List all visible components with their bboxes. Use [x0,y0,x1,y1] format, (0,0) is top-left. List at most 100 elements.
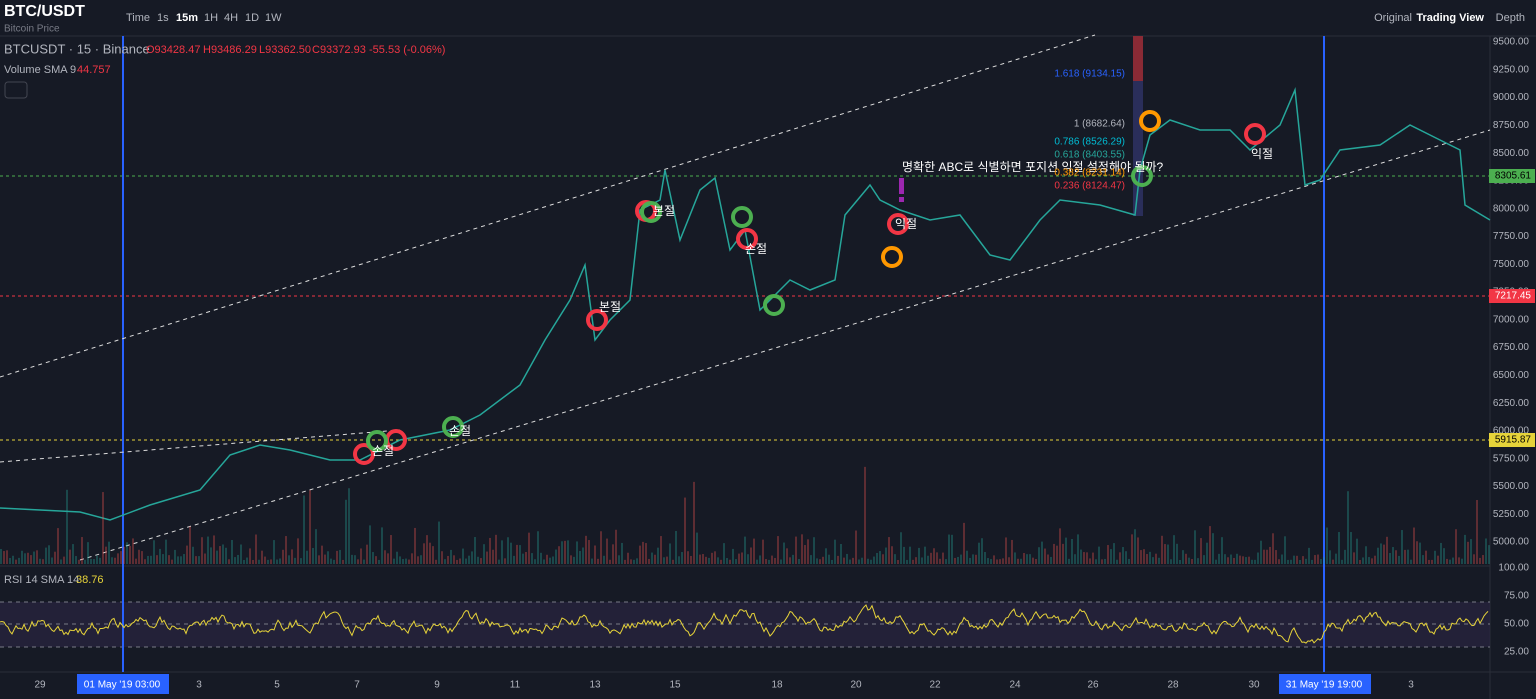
volume-bar [909,546,911,564]
collapse-button[interactable] [4,81,28,99]
volume-bar [459,558,461,564]
volume-bar [1452,557,1454,564]
price-label-bg [1489,169,1535,183]
volume-bar [975,554,977,564]
volume-bar [1086,552,1088,564]
price-tick-label: 5500.00 [1493,481,1530,492]
volume-bar [168,555,170,564]
volume-name: Volume SMA 9 [4,64,76,76]
volume-bar [663,557,665,564]
view-tab[interactable]: Original [1374,12,1412,24]
volume-bar [1344,549,1346,564]
volume-bar [1002,558,1004,564]
volume-bar [1128,558,1130,564]
view-tab[interactable]: Depth [1496,12,1525,24]
volume-bar [840,543,842,564]
subtitle: Bitcoin Price [4,24,60,35]
volume-bar [897,559,899,564]
volume-bar [957,556,959,564]
volume-bar [1185,553,1187,564]
volume-bar [1353,552,1355,564]
volume-bar [996,559,998,564]
volume-bar [1119,552,1121,564]
volume-bar [576,541,578,564]
volume-bar [609,559,611,564]
volume-bar [1467,541,1469,564]
volume-bar [1338,532,1340,564]
volume-bar [831,559,833,564]
volume-bar [120,551,122,564]
volume-bar [435,559,437,564]
volume-bar [1368,557,1370,564]
interval[interactable]: 4H [224,12,238,24]
volume-bar [1350,532,1352,564]
volume-bar [1176,543,1178,564]
volume-bar [1449,559,1451,564]
volume-bar [543,559,545,564]
volume-bar [306,550,308,564]
price-tick-label: 7750.00 [1493,231,1530,242]
volume-bar [105,546,107,564]
volume-bar [1302,556,1304,564]
volume-bar [966,550,968,564]
channel-line [0,34,1096,378]
interval[interactable]: 1H [204,12,218,24]
price-tick-label: 9500.00 [1493,37,1530,48]
volume-bar [1254,559,1256,564]
volume-bar [1209,526,1211,564]
interval[interactable]: 1D [245,12,259,24]
plot [0,34,1536,699]
symbol[interactable]: BTC/USDT [4,3,85,20]
volume-bar [780,559,782,564]
volume-bar [1308,547,1310,564]
volume-bar [135,558,137,564]
volume-bar [828,554,830,564]
view-tab[interactable]: Trading View [1416,12,1484,24]
volume-bar [138,549,140,564]
volume-bar [363,559,365,564]
volume-bar [699,554,701,564]
volume-bar [465,558,467,564]
time-tick-label: 22 [929,680,941,691]
marker [881,246,903,268]
volume-bar [1155,553,1157,564]
interval[interactable]: 15m [176,12,198,24]
interval[interactable]: 1W [265,12,282,24]
volume-bar [1383,544,1385,564]
volume-bar [441,551,443,564]
volume-bar [129,546,131,564]
volume-bar [12,555,14,564]
interval[interactable]: Time [126,12,150,24]
volume-bar [1056,545,1058,564]
price-tick-label: 6250.00 [1493,398,1530,409]
volume-bar [714,551,716,564]
volume-bar [687,551,689,564]
volume-bar [795,536,797,564]
volume-bar [561,541,563,564]
volume-bar [399,556,401,564]
ohlc-value: -55.53 (-0.06%) [369,44,445,56]
volume-bar [126,542,128,564]
volume-bar [96,555,98,564]
rsi-tick-label: 50.00 [1504,619,1529,630]
volume-bar [798,558,800,564]
volume-bar [279,558,281,564]
interval[interactable]: 1s [157,12,169,24]
volume-bar [501,540,503,564]
volume-bar [864,466,866,564]
marker [640,201,662,223]
volume-bar [1311,559,1313,564]
exclamation [899,197,904,202]
volume-bar [588,540,590,564]
time-tick-label: 7 [354,680,360,691]
volume-bar [1077,534,1079,564]
volume-bar [1482,555,1484,564]
volume-bar [180,556,182,564]
volume-bar [792,554,794,564]
volume-bar [315,529,317,564]
volume-bar [300,558,302,564]
volume-bar [1068,558,1070,564]
volume-bar [1440,542,1442,564]
